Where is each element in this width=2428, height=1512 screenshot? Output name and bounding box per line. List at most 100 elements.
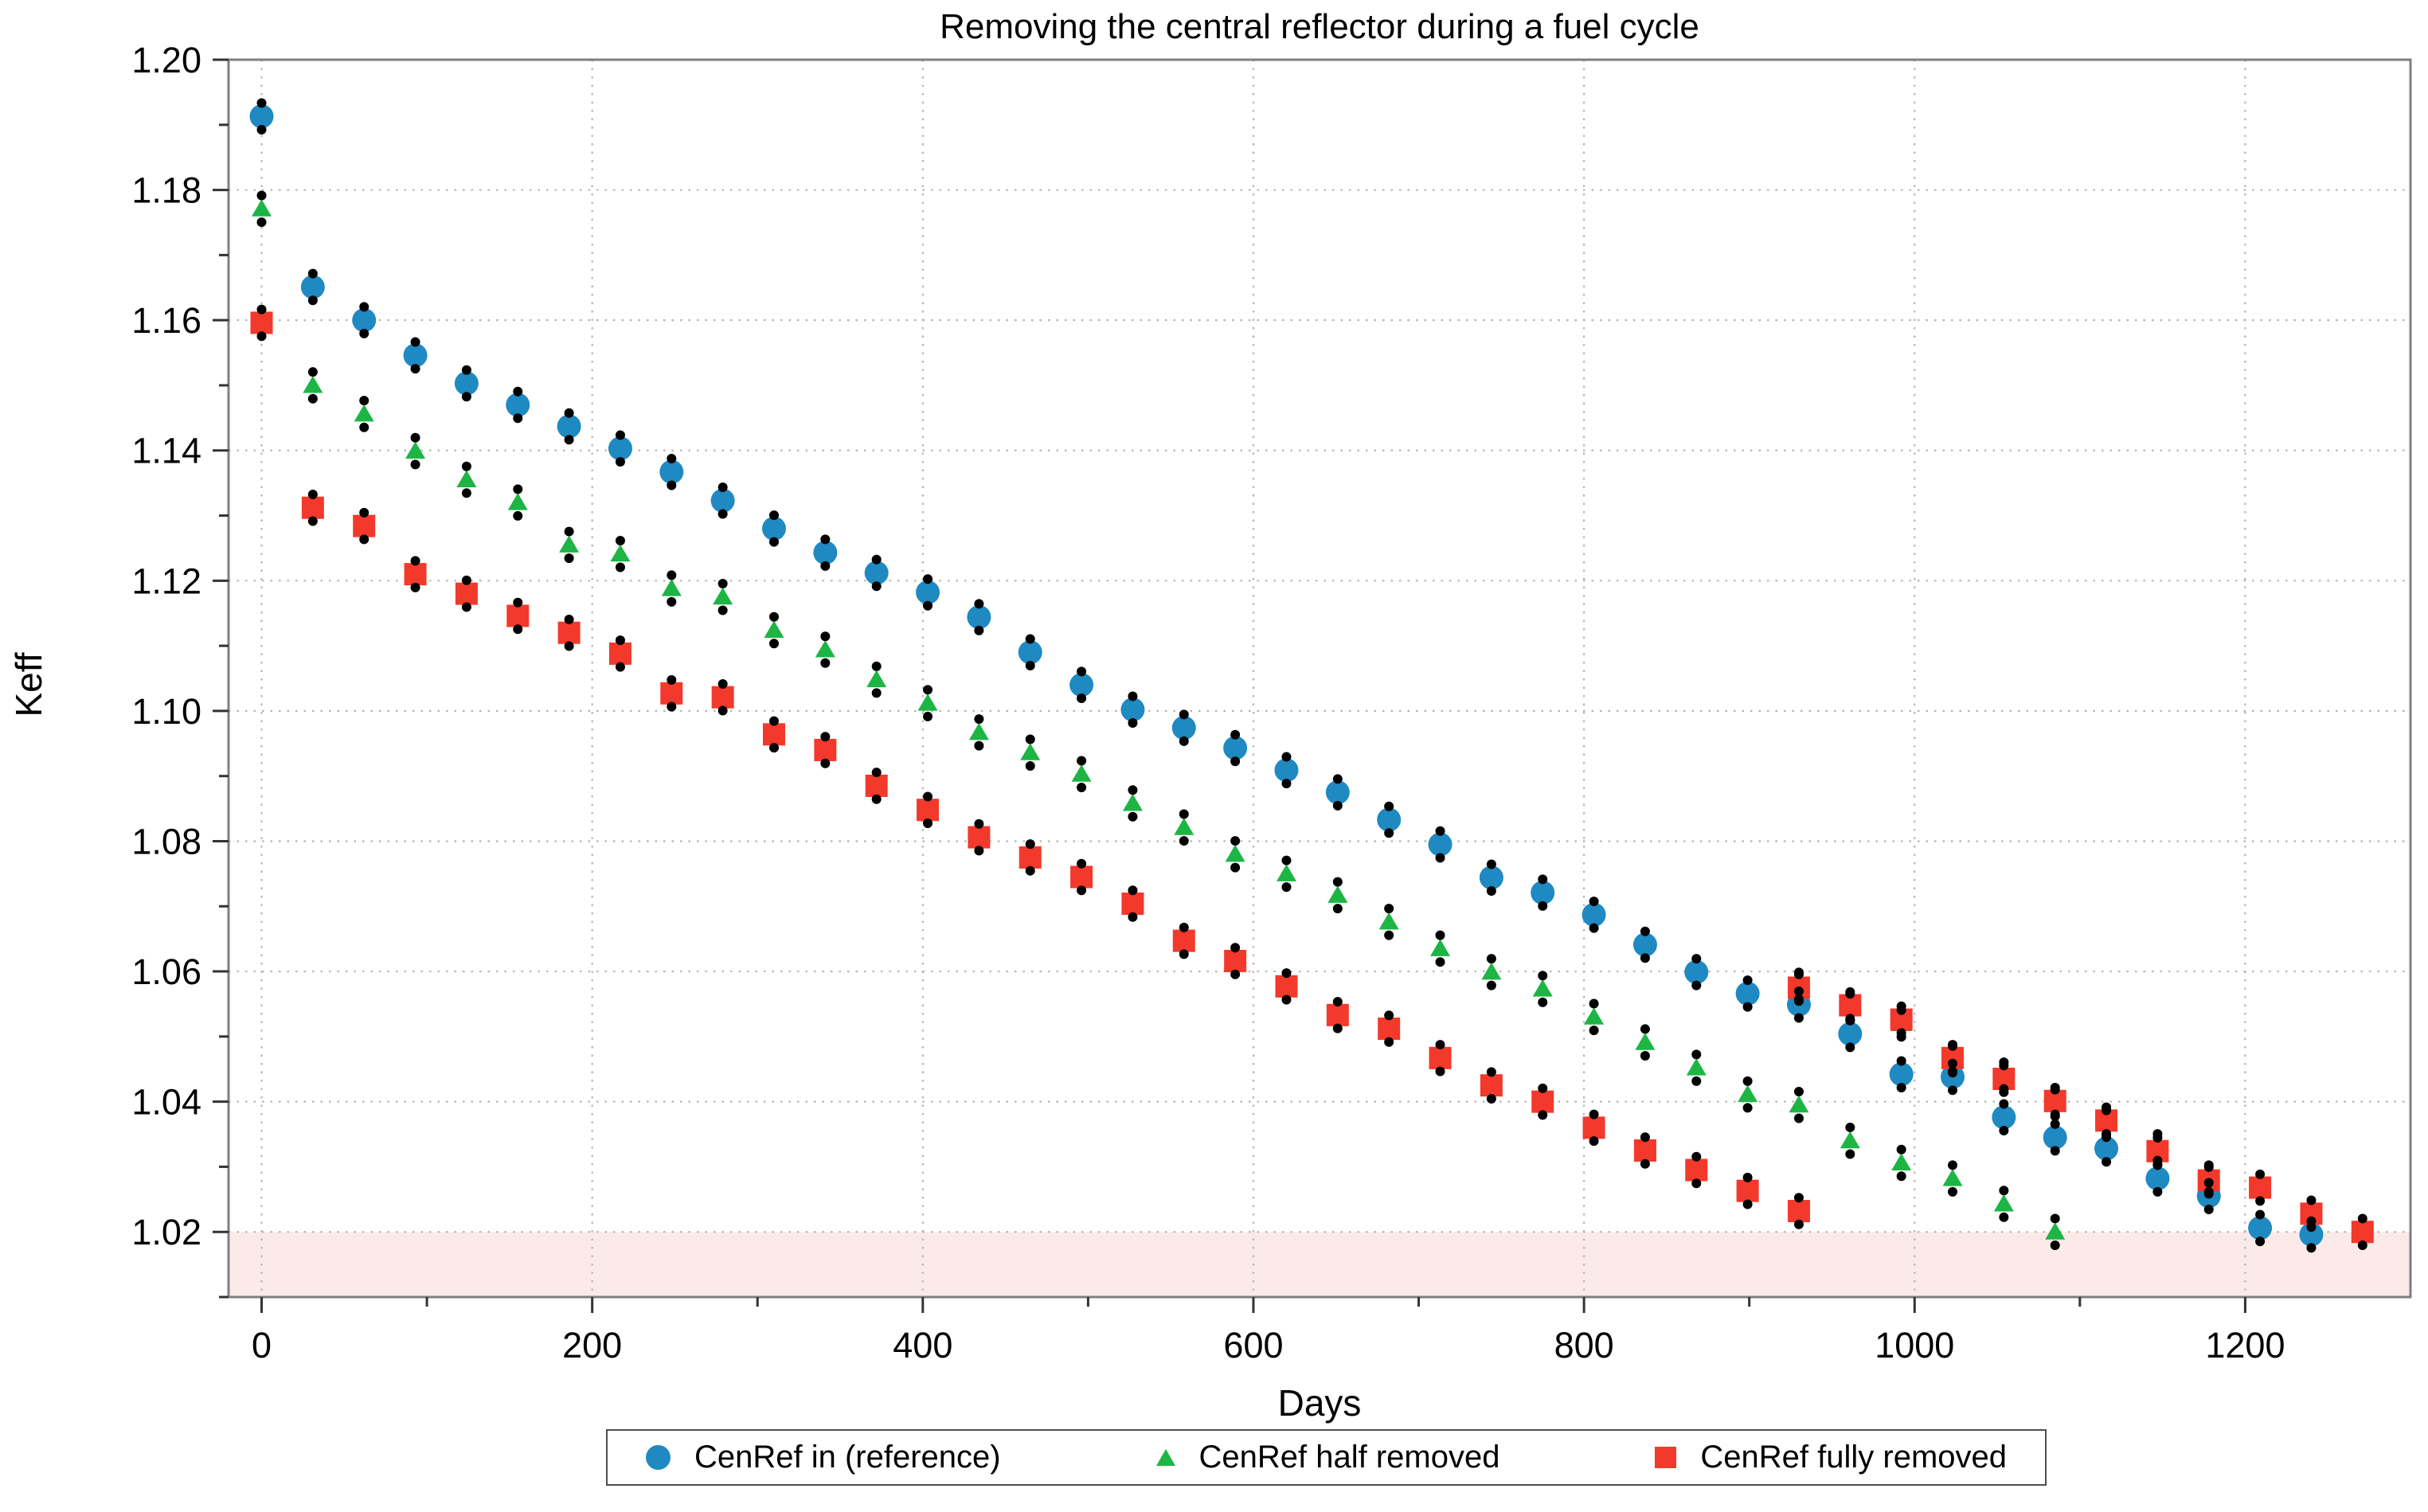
error-dot-upper [513, 386, 523, 397]
data-point-marker [1326, 1003, 1349, 1026]
data-point-marker [352, 308, 377, 333]
error-dot-lower [1742, 1199, 1753, 1209]
error-dot-lower [1486, 886, 1496, 897]
error-dot-upper [667, 675, 677, 686]
error-dot-lower [1948, 1085, 1958, 1096]
error-dot-upper [2050, 1083, 2060, 1093]
error-dot-upper [1948, 1160, 1958, 1170]
error-dot-upper [461, 365, 471, 375]
y-tick-label: 1.04 [131, 1082, 201, 1123]
error-dot-upper [1589, 1109, 1599, 1119]
data-point-marker [2043, 1125, 2067, 1150]
error-dot-upper [923, 685, 933, 695]
data-point-marker [865, 774, 888, 797]
error-dot-upper [1742, 1172, 1753, 1182]
data-point-marker [1838, 1022, 1863, 1046]
error-dot-upper [1384, 904, 1394, 914]
error-dot-lower [1896, 1171, 1906, 1182]
data-point-marker [250, 311, 273, 334]
error-dot-lower [974, 740, 984, 751]
chart-title: Removing the central reflector during a … [940, 7, 1699, 46]
error-dot-upper [1128, 885, 1138, 896]
error-dot-lower [2152, 1159, 2163, 1170]
error-dot-lower [1845, 1149, 1855, 1159]
error-dot-lower [615, 562, 625, 572]
data-point-marker [559, 535, 580, 553]
x-tick-label: 200 [562, 1325, 622, 1365]
error-dot-upper [717, 678, 728, 689]
data-point-marker [1275, 975, 1298, 998]
data-point-marker [1685, 1158, 1708, 1182]
legend-label: CenRef half removed [1198, 1440, 1500, 1475]
data-point-marker [403, 343, 428, 368]
error-dot-upper [359, 507, 369, 518]
legend: CenRef in (reference) CenRef half remove… [606, 1429, 2047, 1486]
error-dot-lower [1435, 1066, 1445, 1076]
error-dot-lower [359, 534, 369, 545]
error-dot-upper [1538, 1083, 1548, 1093]
error-dot-upper [717, 482, 728, 492]
error-dot-lower [1179, 736, 1189, 746]
error-dot-lower [820, 758, 831, 768]
error-dot-upper [1640, 1132, 1650, 1143]
error-dot-upper [1025, 839, 1035, 850]
error-dot-lower [1793, 1219, 1804, 1229]
data-point-marker [506, 393, 530, 417]
error-dot-lower [667, 596, 677, 607]
error-dot-upper [1077, 858, 1087, 869]
data-point-marker [1481, 962, 1502, 980]
data-point-marker [813, 541, 838, 565]
error-dot-lower [2255, 1196, 2266, 1206]
error-dot-lower [1640, 953, 1650, 963]
error-dot-lower [461, 602, 471, 612]
data-point-marker [659, 459, 684, 484]
error-dot-upper [2050, 1119, 2060, 1129]
error-dot-upper [2152, 1133, 2163, 1143]
data-point-marker [1224, 949, 1247, 972]
error-dot-lower [2203, 1189, 2214, 1199]
error-dot-upper [513, 597, 523, 608]
error-dot-upper [2255, 1169, 2266, 1179]
error-dot-upper [769, 611, 779, 622]
data-point-marker [1480, 1074, 1503, 1097]
error-dot-upper [1486, 859, 1496, 869]
error-dot-lower [717, 509, 728, 519]
data-point-marker [353, 514, 376, 537]
error-dot-lower [1640, 1158, 1650, 1169]
gridlines [229, 60, 2410, 1297]
data-point-marker [507, 493, 528, 510]
error-dot-upper [1332, 774, 1343, 784]
error-dot-upper [1589, 897, 1599, 907]
error-dot-upper [1077, 756, 1087, 766]
error-dot-lower [717, 605, 728, 615]
error-dot-upper [1281, 855, 1292, 865]
x-tick-label: 1000 [1875, 1325, 1954, 1365]
error-dot-upper [1486, 954, 1496, 964]
error-dot-lower [1486, 1093, 1496, 1104]
error-dot-lower [1845, 1014, 1855, 1024]
error-dot-upper [1486, 1067, 1496, 1077]
error-dot-upper [1896, 1144, 1906, 1155]
error-dot-lower [1435, 853, 1445, 863]
error-dot-upper [871, 661, 882, 671]
data-point-marker [1428, 832, 1452, 857]
error-dot-lower [974, 625, 984, 635]
y-tick-label: 1.08 [131, 821, 201, 861]
error-dot-lower [974, 846, 984, 856]
data-point-marker [1274, 758, 1299, 783]
error-dot-lower [1640, 1050, 1650, 1061]
error-dot-lower [1589, 923, 1599, 933]
axes-spines-and-ticks [213, 58, 2412, 1313]
error-dot-lower [1230, 862, 1241, 873]
error-dot-upper [974, 819, 984, 829]
data-point-marker [1531, 1090, 1554, 1113]
x-tick-label: 1200 [2205, 1325, 2285, 1365]
data-point-marker [713, 587, 733, 605]
error-dot-upper [667, 570, 677, 580]
data-point-marker [300, 275, 325, 299]
error-dot-upper [1435, 1040, 1445, 1050]
error-dot-lower [1538, 1110, 1548, 1120]
data-point-marker [764, 620, 784, 638]
